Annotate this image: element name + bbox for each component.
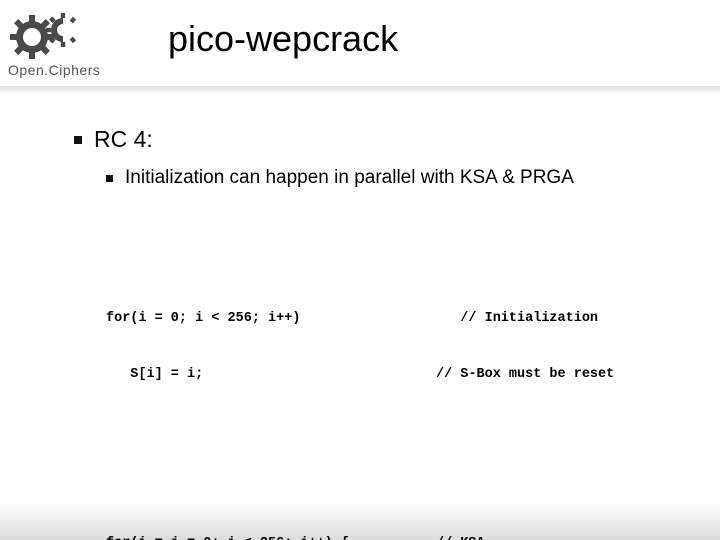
logo: Open.Ciphers [8,12,128,84]
code-line: for(i = 0; i < 256; i++) [106,310,436,329]
bullet-1-text: RC 4: [94,126,153,153]
code-block-init: for(i = 0; i < 256; i++) // Initializati… [106,273,674,422]
bullet-marker-icon [74,136,82,144]
logo-gears [8,12,128,60]
bullet-level-2: Initialization can happen in parallel wi… [106,167,674,189]
title-underline [0,86,720,94]
logo-text: Open.Ciphers [8,62,128,78]
bullet-marker-icon [106,175,113,182]
code-comment: // S-Box must be reset [436,366,674,385]
footer-gradient [0,502,720,540]
slide: Open.Ciphers pico-wepcrack RC 4: Initial… [0,0,720,540]
slide-title: pico-wepcrack [168,18,398,60]
bullet-level-1: RC 4: [74,126,674,153]
code-area: for(i = 0; i < 256; i++) // Initializati… [106,217,674,540]
bullet-2-text: Initialization can happen in parallel wi… [125,167,574,189]
code-line: S[i] = i; [106,366,436,385]
content: RC 4: Initialization can happen in paral… [74,126,674,540]
code-comment: // Initialization [436,310,674,329]
